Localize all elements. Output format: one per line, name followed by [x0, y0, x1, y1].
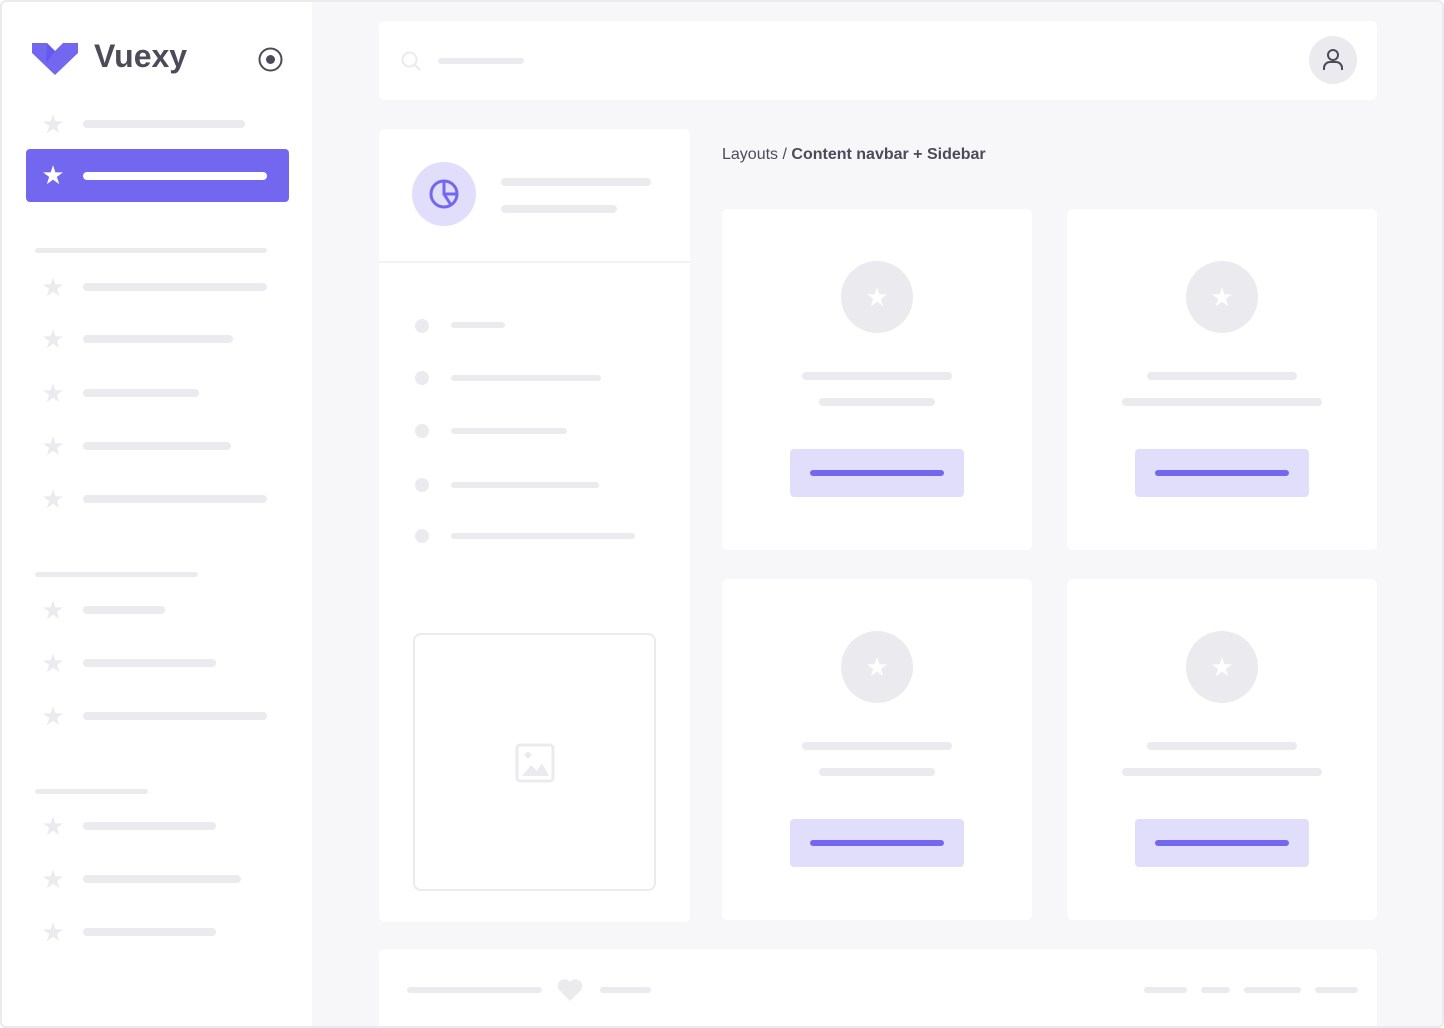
star-icon: ★ — [41, 864, 65, 894]
card-avatar: ★ — [841, 631, 913, 703]
star-icon: ★ — [41, 378, 65, 408]
search-input-placeholder[interactable] — [438, 58, 524, 64]
card-action-button[interactable] — [1135, 819, 1309, 867]
list-item[interactable] — [451, 322, 505, 328]
star-icon: ★ — [865, 282, 889, 312]
section-divider — [35, 789, 148, 794]
list-bullet — [415, 371, 429, 385]
card-action-button[interactable] — [1135, 449, 1309, 497]
sidebar-item-placeholder[interactable] — [83, 389, 199, 397]
content-card: ★ — [722, 209, 1032, 550]
section-divider — [35, 572, 198, 577]
sidebar-item-active[interactable]: ★ — [26, 149, 289, 202]
content-card: ★ — [1067, 209, 1377, 550]
footer-link[interactable] — [1144, 987, 1187, 993]
vuexy-logo-icon — [32, 43, 78, 75]
star-icon: ★ — [41, 431, 65, 461]
content-card: ★ — [722, 579, 1032, 920]
sidebar-item-placeholder[interactable] — [83, 875, 241, 883]
list-item[interactable] — [451, 375, 601, 381]
breadcrumb-current: Content navbar + Sidebar — [791, 146, 986, 163]
card-title-placeholder — [802, 742, 952, 750]
pie-chart-avatar — [412, 162, 476, 226]
star-icon: ★ — [41, 811, 65, 841]
card-title-placeholder — [1147, 742, 1297, 750]
search-icon[interactable] — [401, 51, 421, 71]
brand-name: Vuexy — [94, 38, 188, 74]
section-divider — [35, 248, 267, 253]
star-icon: ★ — [41, 324, 65, 354]
top-navbar — [379, 21, 1377, 100]
sidebar-item-placeholder[interactable] — [83, 928, 216, 936]
list-item[interactable] — [451, 533, 635, 539]
star-icon: ★ — [41, 917, 65, 947]
sidebar-item-label-placeholder — [83, 172, 267, 180]
footer-text-placeholder — [600, 987, 651, 993]
breadcrumb-parent[interactable]: Layouts — [722, 146, 779, 163]
star-icon: ★ — [41, 595, 65, 625]
card-avatar: ★ — [841, 261, 913, 333]
card-text-placeholder — [819, 398, 935, 406]
list-bullet — [415, 529, 429, 543]
sidebar-item-placeholder[interactable] — [83, 120, 245, 128]
heart-icon — [557, 979, 583, 1001]
image-icon — [515, 743, 555, 783]
image-placeholder — [413, 633, 656, 891]
card-text-placeholder — [1122, 398, 1322, 406]
list-item[interactable] — [451, 428, 567, 434]
card-avatar: ★ — [1186, 261, 1258, 333]
card-divider — [379, 261, 690, 263]
star-icon: ★ — [865, 652, 889, 682]
card-action-button[interactable] — [790, 819, 964, 867]
user-icon — [1323, 49, 1343, 70]
card-title-placeholder — [802, 372, 952, 380]
card-text-placeholder — [819, 768, 935, 776]
sidebar-item-placeholder[interactable] — [83, 822, 216, 830]
footer-link[interactable] — [1244, 987, 1301, 993]
star-icon: ★ — [41, 648, 65, 678]
card-avatar: ★ — [1186, 631, 1258, 703]
list-bullet — [415, 478, 429, 492]
pie-chart-icon — [429, 179, 459, 209]
star-icon: ★ — [41, 160, 65, 190]
breadcrumb-separator: / — [778, 146, 792, 163]
star-icon: ★ — [41, 484, 65, 514]
sidebar-item-placeholder[interactable] — [83, 495, 267, 503]
star-icon: ★ — [41, 109, 65, 139]
star-icon: ★ — [41, 272, 65, 302]
sidebar: Vuexy ★ ★ ★ ★ ★ ★ ★ ★ ★ ★ ★ ★ ★ — [2, 2, 312, 1026]
sidebar-item-placeholder[interactable] — [83, 283, 267, 291]
subtitle-placeholder — [501, 205, 617, 213]
list-bullet — [415, 424, 429, 438]
card-action-button[interactable] — [790, 449, 964, 497]
footer-text-placeholder — [407, 987, 542, 993]
card-text-placeholder — [1122, 768, 1322, 776]
sidebar-item-placeholder[interactable] — [83, 712, 267, 720]
star-icon: ★ — [1210, 282, 1234, 312]
sidebar-item-placeholder[interactable] — [83, 335, 233, 343]
footer — [379, 949, 1377, 1026]
sidebar-item-placeholder[interactable] — [83, 606, 165, 614]
sidebar-item-placeholder[interactable] — [83, 442, 231, 450]
avatar[interactable] — [1309, 36, 1357, 84]
star-icon: ★ — [1210, 652, 1234, 682]
content-card: ★ — [1067, 579, 1377, 920]
radio-circle-icon[interactable] — [258, 47, 283, 72]
side-content-card — [379, 129, 690, 922]
footer-link[interactable] — [1201, 987, 1230, 993]
star-icon: ★ — [41, 701, 65, 731]
list-bullet — [415, 319, 429, 333]
breadcrumb: Layouts / Content navbar + Sidebar — [722, 146, 986, 164]
footer-link[interactable] — [1315, 987, 1358, 993]
list-item[interactable] — [451, 482, 599, 488]
sidebar-item-placeholder[interactable] — [83, 659, 216, 667]
card-title-placeholder — [1147, 372, 1297, 380]
title-placeholder — [501, 178, 651, 186]
